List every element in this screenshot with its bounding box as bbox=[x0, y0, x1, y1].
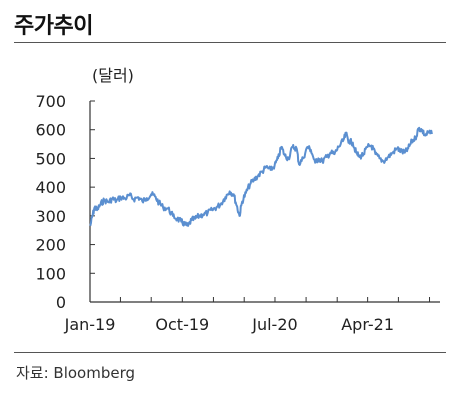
y-axis-unit-label: (달러) bbox=[92, 66, 134, 85]
y-tick-label: 100 bbox=[35, 264, 66, 283]
source-note: 자료: Bloomberg bbox=[16, 364, 136, 382]
x-tick-label: Jul-20 bbox=[251, 315, 297, 334]
page-title: 주가추이 bbox=[14, 14, 93, 39]
top-divider bbox=[14, 42, 446, 43]
y-axis-ticks: 0 100 200 300 400 500 600 700 bbox=[35, 92, 95, 312]
y-tick-label: 400 bbox=[35, 178, 66, 197]
y-tick-label: 600 bbox=[35, 121, 66, 140]
y-tick-label: 700 bbox=[35, 92, 66, 111]
y-tick-label: 0 bbox=[56, 293, 66, 312]
y-tick-label: 200 bbox=[35, 236, 66, 255]
x-tick-label: Apr-21 bbox=[341, 315, 394, 334]
x-tick-label: Jan-19 bbox=[64, 315, 116, 334]
x-tick-label: Oct-19 bbox=[155, 315, 209, 334]
y-tick-label: 500 bbox=[35, 149, 66, 168]
x-axis-ticks: Jan-19 Oct-19 Jul-20 Apr-21 bbox=[64, 297, 431, 334]
price-series-line bbox=[89, 126, 433, 227]
series-layer bbox=[89, 126, 433, 227]
bottom-divider bbox=[14, 352, 446, 353]
y-tick-label: 300 bbox=[35, 207, 66, 226]
